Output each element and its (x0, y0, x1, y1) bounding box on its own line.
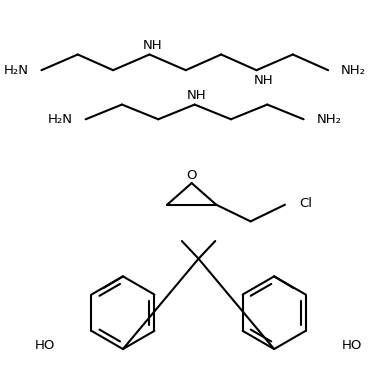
Text: NH: NH (254, 74, 273, 86)
Text: H₂N: H₂N (48, 113, 73, 126)
Text: NH₂: NH₂ (316, 113, 341, 126)
Text: HO: HO (342, 339, 363, 352)
Text: NH₂: NH₂ (341, 64, 366, 77)
Text: H₂N: H₂N (4, 64, 29, 77)
Text: NH: NH (187, 89, 206, 102)
Text: NH: NH (143, 39, 162, 52)
Text: Cl: Cl (300, 197, 313, 210)
Text: HO: HO (35, 339, 55, 352)
Text: O: O (186, 169, 197, 182)
